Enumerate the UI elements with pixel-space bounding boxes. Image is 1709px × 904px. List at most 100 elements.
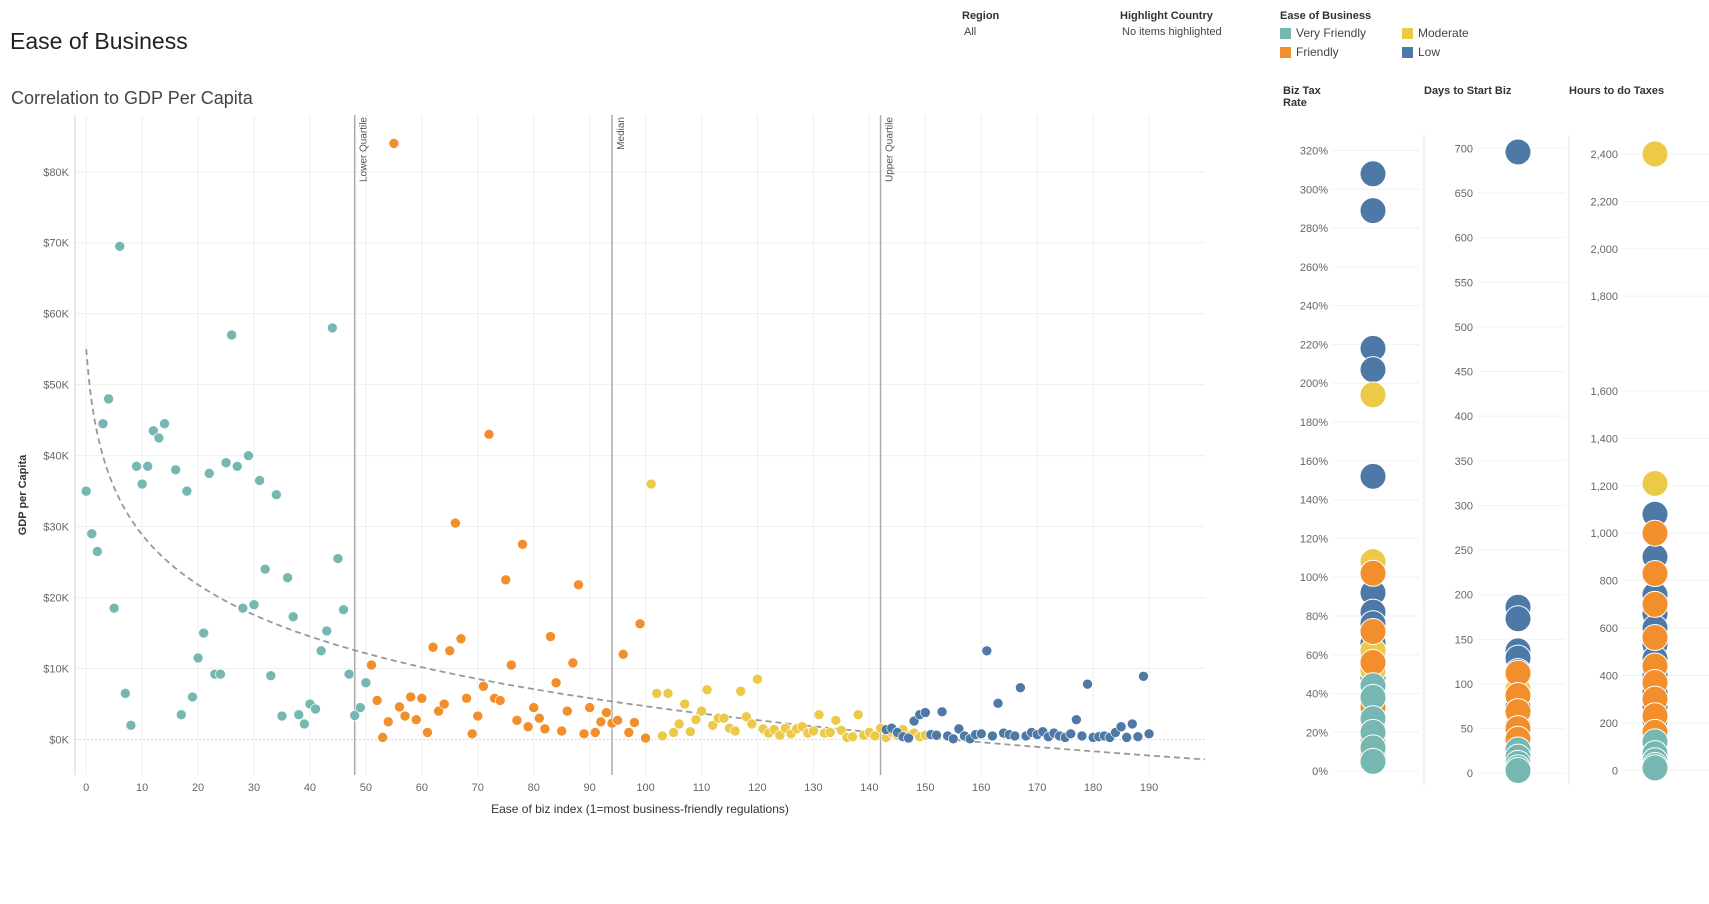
- data-point-very-friendly: [338, 604, 349, 615]
- y-tick-label: 300: [1455, 500, 1473, 512]
- trend-line: [85, 349, 1206, 761]
- legend-label: Moderate: [1418, 26, 1469, 40]
- data-point-friendly: [550, 677, 562, 689]
- highlight-country-value[interactable]: No items highlighted: [1122, 26, 1222, 38]
- data-point-very-friendly: [259, 563, 271, 575]
- data-point-low: [975, 728, 987, 740]
- data-point-very-friendly: [159, 418, 170, 430]
- data-point-friendly: [556, 725, 567, 737]
- data-point-friendly: [584, 702, 595, 713]
- legend-item-low[interactable]: Low: [1402, 45, 1502, 59]
- y-tick-label: 280%: [1300, 223, 1328, 235]
- data-point-very-friendly: [215, 668, 226, 680]
- y-tick-label: $30K: [43, 522, 69, 534]
- data-point-friendly: [629, 717, 640, 728]
- data-point-moderate: [735, 685, 746, 697]
- y-tick-label: 300%: [1300, 184, 1328, 196]
- data-point-low: [1132, 731, 1144, 742]
- data-point-friendly: [528, 702, 540, 713]
- data-point-moderate: [645, 478, 657, 490]
- data-point-very-friendly: [203, 468, 215, 479]
- y-tick-label: 400: [1455, 411, 1473, 423]
- y-tick-label: $0K: [49, 735, 69, 747]
- data-point-friendly: [366, 659, 377, 671]
- data-point-very-friendly: [226, 329, 237, 341]
- data-point-friendly: [617, 649, 629, 660]
- data-point-very-friendly: [343, 668, 355, 680]
- legend-item-very-friendly[interactable]: Very Friendly: [1280, 26, 1402, 40]
- data-point-low: [1138, 671, 1149, 682]
- data-point-friendly: [472, 710, 484, 722]
- y-tick-label: 50: [1461, 724, 1473, 736]
- data-point-very-friendly: [293, 709, 305, 720]
- ease-of-business-legend: Ease of Business Very Friendly Moderate …: [1280, 10, 1502, 59]
- y-tick-label: 60%: [1306, 650, 1328, 662]
- data-point-low: [1065, 728, 1077, 740]
- data-point-moderate: [729, 725, 741, 737]
- data-point-very-friendly: [181, 485, 193, 497]
- region-filter-value[interactable]: All: [964, 26, 977, 38]
- data-point-low: [1121, 732, 1132, 743]
- data-point-low: [919, 707, 931, 718]
- data-point-friendly: [444, 645, 456, 657]
- y-axis-label: GDP per Capita: [17, 454, 29, 535]
- highlight-country-label: Highlight Country: [1120, 10, 1213, 22]
- legend-item-friendly[interactable]: Friendly: [1280, 45, 1402, 59]
- data-point-low: [1115, 721, 1127, 733]
- data-point-low: [931, 729, 942, 741]
- data-point-very-friendly: [282, 572, 293, 584]
- x-tick-label: 120: [748, 782, 766, 794]
- data-point-low: [1009, 730, 1021, 742]
- data-point-very-friendly: [198, 627, 209, 639]
- region-filter[interactable]: Region All: [962, 10, 999, 38]
- data-point-very-friendly: [170, 464, 181, 476]
- bubble-moderate: [1641, 140, 1669, 168]
- data-point-moderate: [673, 718, 685, 730]
- data-point-moderate: [830, 715, 842, 726]
- data-point-friendly: [433, 705, 444, 717]
- bubble-friendly: [1359, 559, 1387, 587]
- data-point-very-friendly: [103, 393, 114, 405]
- data-point-moderate: [718, 712, 730, 724]
- region-filter-label: Region: [962, 10, 1000, 22]
- data-point-very-friendly: [97, 418, 109, 430]
- data-point-friendly: [545, 631, 556, 642]
- data-point-very-friendly: [148, 425, 159, 437]
- data-point-very-friendly: [243, 450, 254, 461]
- data-point-moderate: [824, 727, 836, 738]
- y-tick-label: 250: [1455, 545, 1473, 557]
- x-tick-label: 10: [136, 782, 148, 794]
- data-point-friendly: [438, 698, 450, 710]
- legend-item-moderate[interactable]: Moderate: [1402, 26, 1502, 40]
- y-tick-label: 260%: [1300, 262, 1328, 274]
- data-point-friendly: [377, 732, 388, 743]
- data-point-low: [947, 733, 959, 745]
- data-point-moderate: [808, 725, 819, 737]
- highlight-country-filter[interactable]: Highlight Country No items highlighted: [1120, 10, 1222, 38]
- y-tick-label: 650: [1455, 188, 1473, 200]
- data-point-very-friendly: [248, 599, 260, 610]
- y-tick-label: 200%: [1300, 378, 1328, 390]
- y-tick-label: 200: [1600, 718, 1618, 730]
- bubble-friendly: [1359, 649, 1387, 677]
- bubble-friendly: [1641, 519, 1669, 547]
- bubble-very-friendly: [1359, 747, 1387, 775]
- data-point-moderate: [707, 720, 719, 731]
- data-point-friendly: [517, 539, 528, 550]
- legend-label: Very Friendly: [1296, 26, 1367, 40]
- y-tick-label: $10K: [43, 664, 69, 676]
- y-tick-label: 450: [1455, 367, 1473, 379]
- y-tick-label: 800: [1600, 576, 1618, 588]
- y-tick-label: 0%: [1312, 766, 1328, 778]
- bubble-friendly: [1641, 560, 1669, 588]
- data-point-moderate: [774, 729, 786, 741]
- x-tick-label: 100: [636, 782, 654, 794]
- y-tick-label: 500: [1455, 322, 1473, 334]
- data-point-very-friendly: [254, 475, 265, 486]
- x-axis-label: Ease of biz index (1=most business-frien…: [491, 802, 789, 816]
- y-tick-label: 20%: [1306, 727, 1328, 739]
- bubble-friendly: [1641, 590, 1669, 618]
- data-point-moderate: [679, 698, 691, 710]
- swatch-friendly: [1280, 46, 1291, 58]
- data-point-moderate: [662, 688, 674, 699]
